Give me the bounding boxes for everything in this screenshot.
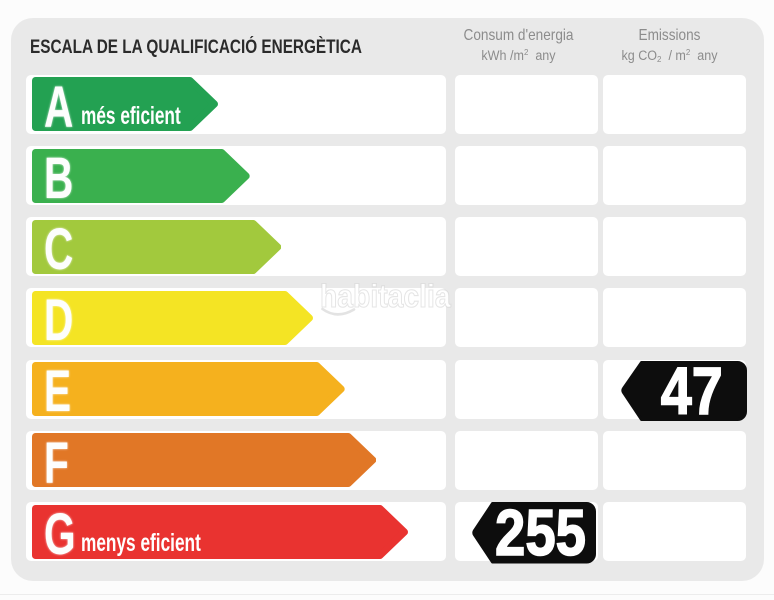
svg-text:255: 255 (495, 502, 586, 564)
svg-text:47: 47 (661, 361, 723, 421)
